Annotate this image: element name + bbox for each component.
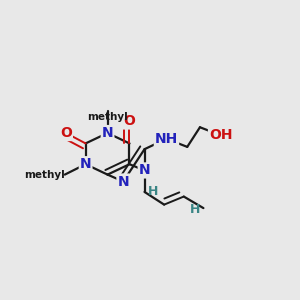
Text: O: O [60, 126, 72, 140]
Text: methyl: methyl [87, 112, 128, 122]
Text: N: N [139, 164, 150, 177]
Text: H: H [190, 203, 200, 216]
Text: OH: OH [209, 128, 232, 142]
Text: O: O [124, 115, 135, 128]
Text: N: N [117, 175, 129, 188]
Text: NH: NH [155, 132, 178, 146]
Text: N: N [102, 126, 113, 140]
Text: methyl: methyl [24, 169, 65, 180]
Text: N: N [80, 157, 92, 171]
Text: H: H [147, 185, 158, 198]
